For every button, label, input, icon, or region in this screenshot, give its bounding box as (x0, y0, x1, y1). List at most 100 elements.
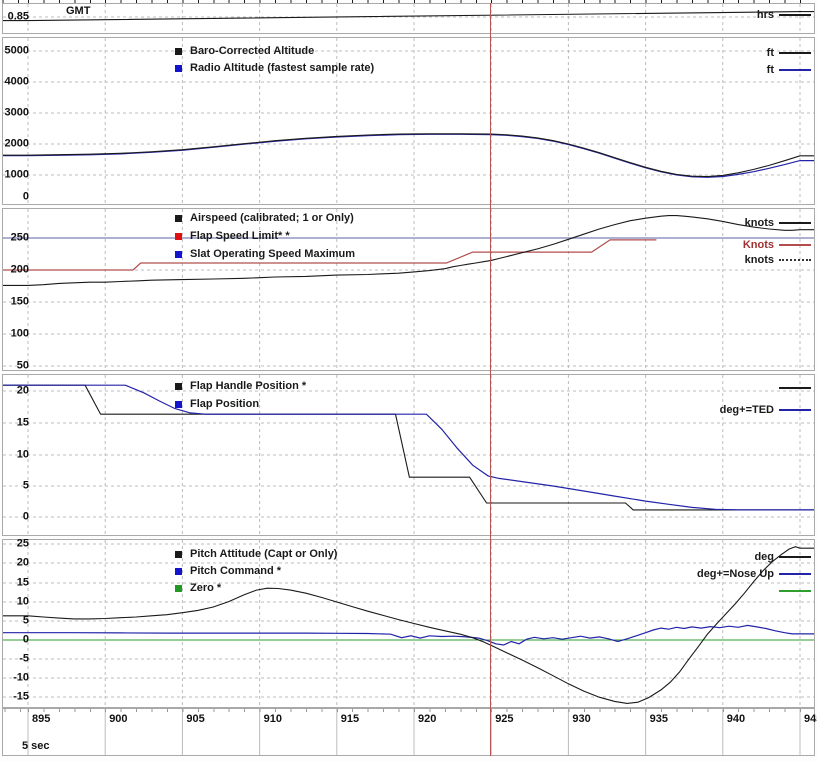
y-tick-label: 0 (22, 190, 29, 203)
series-flap-position (3, 384, 814, 511)
legend-swatch-icon (175, 214, 182, 222)
unit-line-sample (779, 258, 811, 261)
panel-plot-pitch (3, 540, 814, 707)
x-tick-label: 920 (418, 713, 437, 725)
unit-row: knots (745, 253, 811, 266)
legend-swatch-icon (175, 400, 182, 408)
x-tick-label: 940 (726, 713, 746, 725)
legend-item: Flap Speed Limit* * (175, 230, 290, 242)
legend-item: Baro-Corrected Altitude (175, 45, 314, 57)
legend-label: Pitch Command * (190, 565, 282, 577)
series-baro-corrected-altitude (3, 133, 814, 178)
unit-row: ft (767, 46, 811, 59)
panel-flaps: 20 15 10 5 0 Flap Handle Position * Flap Posit… (2, 374, 815, 536)
series-flap-handle-position (3, 384, 814, 511)
legend-swatch-icon (175, 382, 182, 390)
unit-line-sample (779, 386, 811, 389)
unit-label: deg+=TED (719, 403, 774, 416)
legend-item: Flap Handle Position * (175, 380, 306, 392)
y-tick-label: -10 (13, 671, 29, 684)
panel-plot-flaps (3, 375, 814, 535)
x-tick-label: 945 (804, 713, 817, 725)
series-gmt-hrs (3, 11, 814, 22)
y-tick-label: 150 (10, 295, 29, 308)
legend-swatch-icon (175, 64, 182, 72)
panel-plot-airspeed (3, 209, 814, 370)
y-tick-label: 5000 (4, 44, 29, 57)
time-axis-grid (27, 709, 801, 755)
y-tick-label: 100 (10, 327, 29, 340)
y-tick-label: 5 (22, 614, 29, 627)
panel-airspeed: 250 200 150 100 50 Airspeed (calibrated; 1 or… (2, 208, 815, 371)
unit-label: knots (744, 253, 774, 266)
unit-label: hrs (756, 8, 774, 21)
legend-item: Radio Altitude (fastest sample rate) (175, 62, 374, 74)
y-tick-label: 20 (16, 384, 29, 397)
unit-line-sample (779, 555, 811, 558)
unit-label: ft (766, 63, 774, 76)
band-minor-ticks (3, 709, 814, 712)
legend-label: Radio Altitude (fastest sample rate) (190, 62, 375, 74)
y-tick-label: 0.85 (7, 10, 29, 23)
legend-swatch-icon (175, 250, 182, 258)
y-tick-label: 1000 (4, 168, 29, 181)
unit-row: knots (745, 216, 811, 229)
y-tick-label: 4000 (4, 75, 29, 88)
panel-pitch: 25 20 15 10 5 0 -5 -10 -15 Pitch Attitude (Capt o… (2, 538, 815, 708)
x-tick-label: 900 (109, 713, 128, 725)
y-tick-label: 200 (10, 263, 29, 276)
legend-item: Pitch Attitude (Capt or Only) (175, 548, 337, 560)
legend-label: Slat Operating Speed Maximum (190, 248, 356, 260)
x-tick-label: 915 (340, 713, 360, 725)
legend-label: Flap Handle Position * (190, 380, 307, 392)
x-tick-label: 895 (32, 713, 51, 725)
legend-swatch-icon (175, 232, 182, 240)
legend-label: Flap Speed Limit* * (190, 230, 290, 242)
unit-line-sample (779, 13, 811, 16)
unit-row: deg+=Nose Up (697, 567, 811, 580)
legend-label: Airspeed (calibrated; 1 or Only) (190, 212, 354, 224)
y-tick-label: 20 (16, 556, 29, 569)
x-tick-label: 935 (649, 713, 668, 725)
panel-title-gmt: GMT (66, 5, 91, 17)
unit-row (774, 584, 811, 597)
series-pitch-attitude (3, 546, 814, 704)
y-tick-label: 10 (16, 448, 29, 461)
y-tick-label: 250 (10, 231, 29, 244)
x-tick-label: 910 (263, 713, 282, 725)
unit-line-sample (779, 572, 811, 575)
unit-row: hrs (757, 8, 811, 21)
legend-label: Zero * (190, 582, 222, 594)
series-flap-speed-limit (3, 239, 657, 271)
legend-label: Pitch Attitude (Capt or Only) (190, 548, 338, 560)
series-radio-altitude (3, 133, 814, 178)
legend-swatch-icon (175, 567, 182, 575)
x-tick-label: 925 (495, 713, 514, 725)
y-tick-label: 2000 (4, 137, 29, 150)
y-tick-label: 50 (16, 359, 29, 372)
unit-line-sample (779, 221, 811, 224)
panel-plot-gmt (3, 4, 814, 33)
panel-altitude: 5000 4000 3000 2000 1000 0 Baro-Corrected Alti… (2, 37, 815, 205)
y-tick-label: 10 (16, 595, 29, 608)
y-tick-label: -15 (13, 690, 29, 703)
x-tick-label: 930 (572, 713, 591, 725)
time-cursor[interactable] (490, 3, 491, 756)
unit-line-sample (779, 408, 811, 411)
series-pitch-command (3, 624, 814, 646)
sample-rate-label: 5 sec (22, 740, 50, 752)
y-tick-label: 3000 (4, 106, 29, 119)
legend-item: Slat Operating Speed Maximum (175, 248, 355, 260)
unit-line-sample (779, 51, 811, 54)
series-airspeed-calibrated (3, 215, 814, 286)
legend-item: Airspeed (calibrated; 1 or Only) (175, 212, 354, 224)
x-tick-label: 905 (186, 713, 205, 725)
time-axis-band: 895 900 905 910 915 920 925 930 935 940 945 (2, 708, 817, 756)
legend-item: Zero * (175, 582, 221, 594)
panel-gmt: 0.85 GMT hrs (2, 3, 815, 34)
legend-item: Pitch Command * (175, 565, 281, 577)
y-tick-label: 0 (22, 633, 29, 646)
legend-item: Flap Position (175, 398, 259, 410)
legend-swatch-icon (175, 584, 182, 592)
